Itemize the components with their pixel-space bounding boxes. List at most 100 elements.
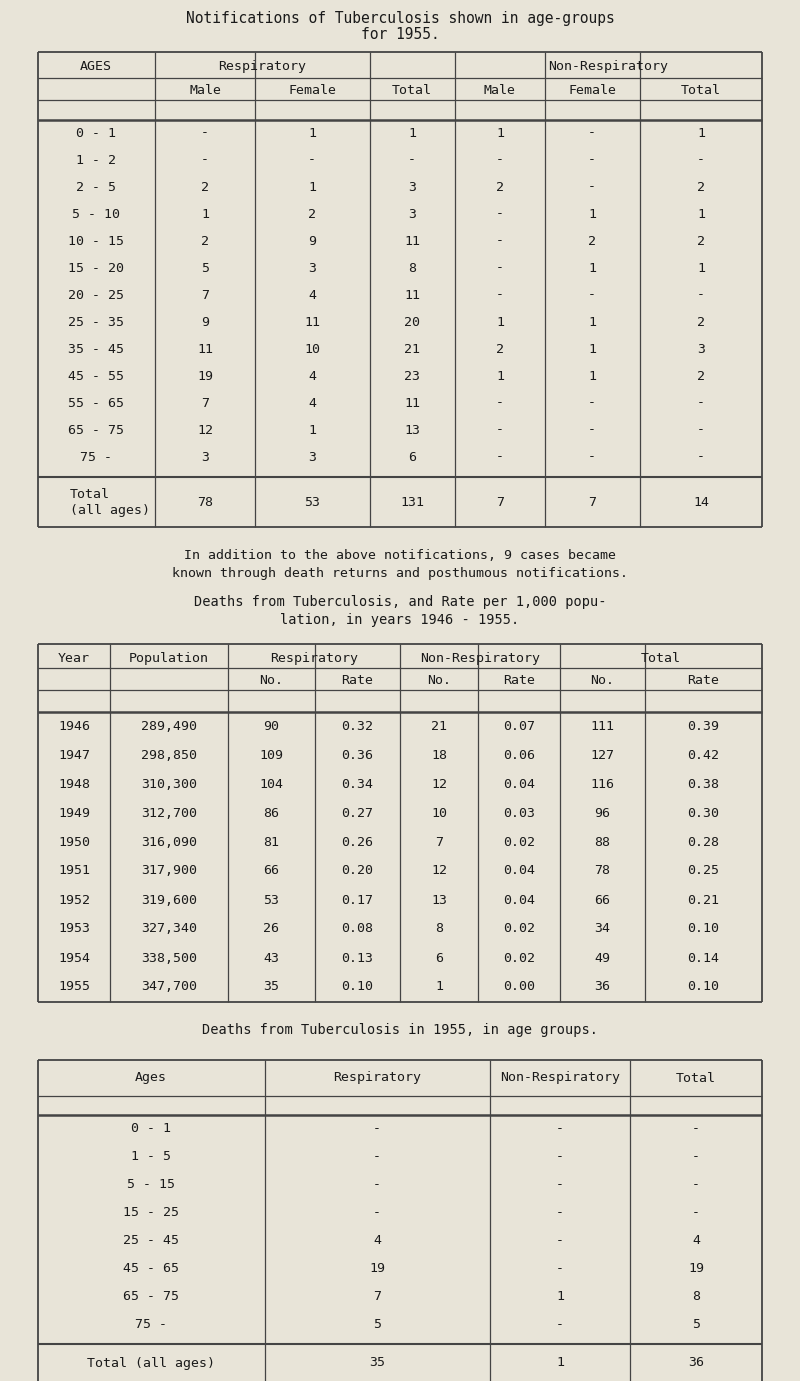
Text: Total (all ages): Total (all ages) — [87, 1356, 215, 1370]
Text: 7: 7 — [201, 396, 209, 410]
Text: -: - — [588, 424, 596, 436]
Text: 3: 3 — [308, 450, 316, 464]
Text: 2: 2 — [697, 235, 705, 247]
Text: -: - — [496, 235, 504, 247]
Text: 0.10: 0.10 — [341, 981, 373, 993]
Text: 1: 1 — [588, 261, 596, 275]
Text: 1: 1 — [556, 1356, 564, 1370]
Text: 109: 109 — [259, 749, 283, 761]
Text: 1: 1 — [435, 981, 443, 993]
Text: 35: 35 — [263, 981, 279, 993]
Text: 20: 20 — [404, 315, 420, 329]
Text: 0.10: 0.10 — [687, 981, 719, 993]
Text: -: - — [556, 1178, 564, 1192]
Text: 43: 43 — [263, 952, 279, 964]
Text: 13: 13 — [404, 424, 420, 436]
Text: -: - — [697, 153, 705, 167]
Text: 1: 1 — [556, 1290, 564, 1304]
Text: 319,600: 319,600 — [141, 894, 197, 906]
Text: 53: 53 — [263, 894, 279, 906]
Text: 1 - 2: 1 - 2 — [76, 153, 116, 167]
Text: 88: 88 — [594, 836, 610, 848]
Text: 12: 12 — [431, 778, 447, 790]
Text: 13: 13 — [431, 894, 447, 906]
Text: 1: 1 — [697, 127, 705, 139]
Text: 316,090: 316,090 — [141, 836, 197, 848]
Text: Respiratory: Respiratory — [218, 59, 306, 72]
Text: 12: 12 — [431, 865, 447, 877]
Text: 0.42: 0.42 — [687, 749, 719, 761]
Text: 0.21: 0.21 — [687, 894, 719, 906]
Text: In addition to the above notifications, 9 cases became: In addition to the above notifications, … — [184, 548, 616, 562]
Text: 1: 1 — [588, 342, 596, 355]
Text: 0.25: 0.25 — [687, 865, 719, 877]
Text: 5 - 15: 5 - 15 — [127, 1178, 175, 1192]
Text: 2: 2 — [201, 181, 209, 193]
Text: 347,700: 347,700 — [141, 981, 197, 993]
Text: 4: 4 — [308, 396, 316, 410]
Text: -: - — [692, 1123, 700, 1135]
Text: Rate: Rate — [341, 674, 373, 686]
Text: 4: 4 — [373, 1235, 381, 1247]
Text: -: - — [588, 289, 596, 301]
Text: -: - — [697, 289, 705, 301]
Text: 0.08: 0.08 — [341, 923, 373, 935]
Text: -: - — [588, 450, 596, 464]
Text: 1948: 1948 — [58, 778, 90, 790]
Text: 2: 2 — [697, 181, 705, 193]
Text: 8: 8 — [692, 1290, 700, 1304]
Text: 7: 7 — [588, 496, 596, 508]
Text: 1: 1 — [201, 207, 209, 221]
Text: 111: 111 — [590, 720, 614, 732]
Text: 0.06: 0.06 — [503, 749, 535, 761]
Text: 2: 2 — [697, 370, 705, 383]
Text: 21: 21 — [404, 342, 420, 355]
Text: 4: 4 — [692, 1235, 700, 1247]
Text: 5: 5 — [201, 261, 209, 275]
Text: -: - — [496, 261, 504, 275]
Text: 34: 34 — [594, 923, 610, 935]
Text: -: - — [556, 1123, 564, 1135]
Text: 3: 3 — [308, 261, 316, 275]
Text: -: - — [496, 153, 504, 167]
Text: 0.02: 0.02 — [503, 836, 535, 848]
Text: 55 - 65: 55 - 65 — [68, 396, 124, 410]
Text: Notifications of Tuberculosis shown in age-groups: Notifications of Tuberculosis shown in a… — [186, 11, 614, 25]
Text: 7: 7 — [201, 289, 209, 301]
Text: 0 - 1: 0 - 1 — [76, 127, 116, 139]
Text: 5: 5 — [692, 1319, 700, 1331]
Text: 298,850: 298,850 — [141, 749, 197, 761]
Text: 36: 36 — [594, 981, 610, 993]
Text: 131: 131 — [400, 496, 424, 508]
Text: 0.03: 0.03 — [503, 807, 535, 819]
Text: 312,700: 312,700 — [141, 807, 197, 819]
Text: 0.27: 0.27 — [341, 807, 373, 819]
Text: -: - — [588, 181, 596, 193]
Text: -: - — [496, 207, 504, 221]
Text: -: - — [556, 1207, 564, 1219]
Text: AGES: AGES — [80, 59, 112, 72]
Text: 75 -: 75 - — [80, 450, 112, 464]
Text: Deaths from Tuberculosis, and Rate per 1,000 popu-: Deaths from Tuberculosis, and Rate per 1… — [194, 595, 606, 609]
Text: -: - — [556, 1150, 564, 1164]
Text: 1952: 1952 — [58, 894, 90, 906]
Text: 45 - 65: 45 - 65 — [123, 1262, 179, 1276]
Text: 15 - 25: 15 - 25 — [123, 1207, 179, 1219]
Text: 0.10: 0.10 — [687, 923, 719, 935]
Text: 1951: 1951 — [58, 865, 90, 877]
Text: Total: Total — [70, 487, 110, 500]
Text: Respiratory: Respiratory — [333, 1072, 421, 1084]
Text: Non-Respiratory: Non-Respiratory — [420, 652, 540, 664]
Text: 127: 127 — [590, 749, 614, 761]
Text: Rate: Rate — [687, 674, 719, 686]
Text: 0 - 1: 0 - 1 — [131, 1123, 171, 1135]
Text: 5: 5 — [373, 1319, 381, 1331]
Text: 104: 104 — [259, 778, 283, 790]
Text: 11: 11 — [404, 289, 420, 301]
Text: Population: Population — [129, 652, 209, 664]
Text: Male: Male — [484, 83, 516, 97]
Text: 1: 1 — [308, 424, 316, 436]
Text: 1946: 1946 — [58, 720, 90, 732]
Text: -: - — [697, 396, 705, 410]
Text: 7: 7 — [435, 836, 443, 848]
